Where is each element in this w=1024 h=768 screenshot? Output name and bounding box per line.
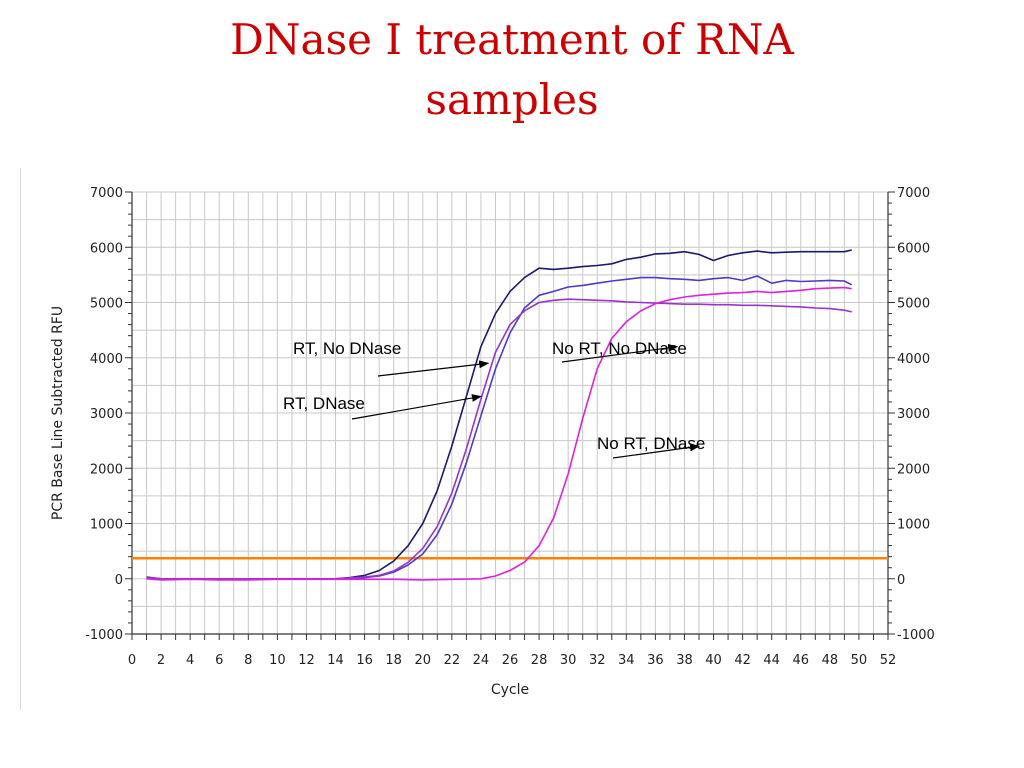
annotation-arrow [561, 343, 679, 363]
chart-panel [20, 168, 933, 710]
x-tick-label: 26 [502, 653, 519, 668]
annotation-arrow [377, 360, 490, 377]
axes: 0 2 4 6 8 10 12 14 16 18 20 22 24 26 28 30 32 34 36 38 40 42 4… [85, 186, 935, 668]
y-tick-label-right: 4000 [897, 352, 930, 367]
x-tick-label: 28 [531, 653, 548, 668]
slide-title: DNase I treatment of RNA samples [0, 10, 1024, 130]
y-tick-label-right: -1000 [897, 628, 935, 643]
x-tick-label: 14 [327, 653, 344, 668]
x-tick-label: 12 [298, 653, 315, 668]
y-tick-label-right: 0 [897, 573, 905, 588]
y-tick-label-left: 5000 [90, 297, 123, 312]
series-line-2 [146, 275, 853, 580]
y-tick-label-right: 2000 [897, 462, 930, 477]
annotations: RT, No DNase RT, DNase No RT, No DNase No R… [283, 339, 705, 459]
y-tick-label-right: 7000 [897, 186, 930, 201]
series-line-3 [146, 298, 852, 580]
x-tick-label: 38 [676, 653, 693, 668]
x-tick-label: 52 [880, 653, 897, 668]
x-tick-label: 48 [822, 653, 839, 668]
annotation-arrow [612, 443, 700, 459]
x-tick-label: 42 [734, 653, 751, 668]
annotation-label: RT, DNase [283, 394, 365, 413]
y-axis-title: PCR Base Line Subtracted RFU [50, 306, 66, 520]
annotation-arrow [351, 394, 482, 420]
x-tick-label: 36 [647, 653, 664, 668]
y-tick-label-left: -1000 [85, 628, 123, 643]
y-tick-label-left: 0 [115, 573, 123, 588]
x-axis-title: Cycle [491, 682, 529, 698]
x-tick-label: 44 [763, 653, 780, 668]
x-tick-label: 2 [157, 653, 165, 668]
x-tick-label: 4 [186, 653, 194, 668]
grid-lines [131, 191, 889, 635]
y-tick-label-left: 4000 [90, 352, 123, 367]
x-tick-label: 20 [414, 653, 431, 668]
x-tick-label: 40 [705, 653, 722, 668]
annotation-label: RT, No DNase [293, 339, 401, 358]
y-tick-label-left: 2000 [90, 462, 123, 477]
x-tick-label: 10 [269, 653, 286, 668]
x-tick-label: 50 [851, 653, 868, 668]
x-tick-label: 6 [215, 653, 223, 668]
series-line-1 [146, 249, 852, 580]
annotation-label: No RT, DNase [597, 434, 705, 453]
y-tick-label-left: 3000 [90, 407, 123, 422]
y-tick-label-right: 3000 [897, 407, 930, 422]
y-tick-label-left: 1000 [90, 518, 123, 533]
x-tick-label: 8 [244, 653, 252, 668]
series-lines [132, 249, 888, 581]
x-tick-label: 34 [618, 653, 635, 668]
slide-title-line-1: DNase I treatment of RNA [230, 15, 794, 64]
y-tick-label-right: 6000 [897, 241, 930, 256]
x-tick-label: 30 [560, 653, 577, 668]
x-tick-label: 46 [792, 653, 809, 668]
x-tick-label: 32 [589, 653, 606, 668]
y-tick-label-left: 6000 [90, 241, 123, 256]
x-tick-label: 0 [128, 653, 136, 668]
x-tick-label: 18 [385, 653, 402, 668]
y-tick-label-right: 5000 [897, 297, 930, 312]
x-tick-label: 16 [356, 653, 373, 668]
annotation-label: No RT, No DNase [552, 339, 687, 358]
x-tick-label: 24 [473, 653, 490, 668]
series-line-4 [146, 286, 852, 581]
y-tick-label-right: 1000 [897, 518, 930, 533]
y-tick-label-left: 7000 [90, 186, 123, 201]
slide-title-line-2: samples [425, 75, 599, 124]
x-tick-label: 22 [444, 653, 461, 668]
